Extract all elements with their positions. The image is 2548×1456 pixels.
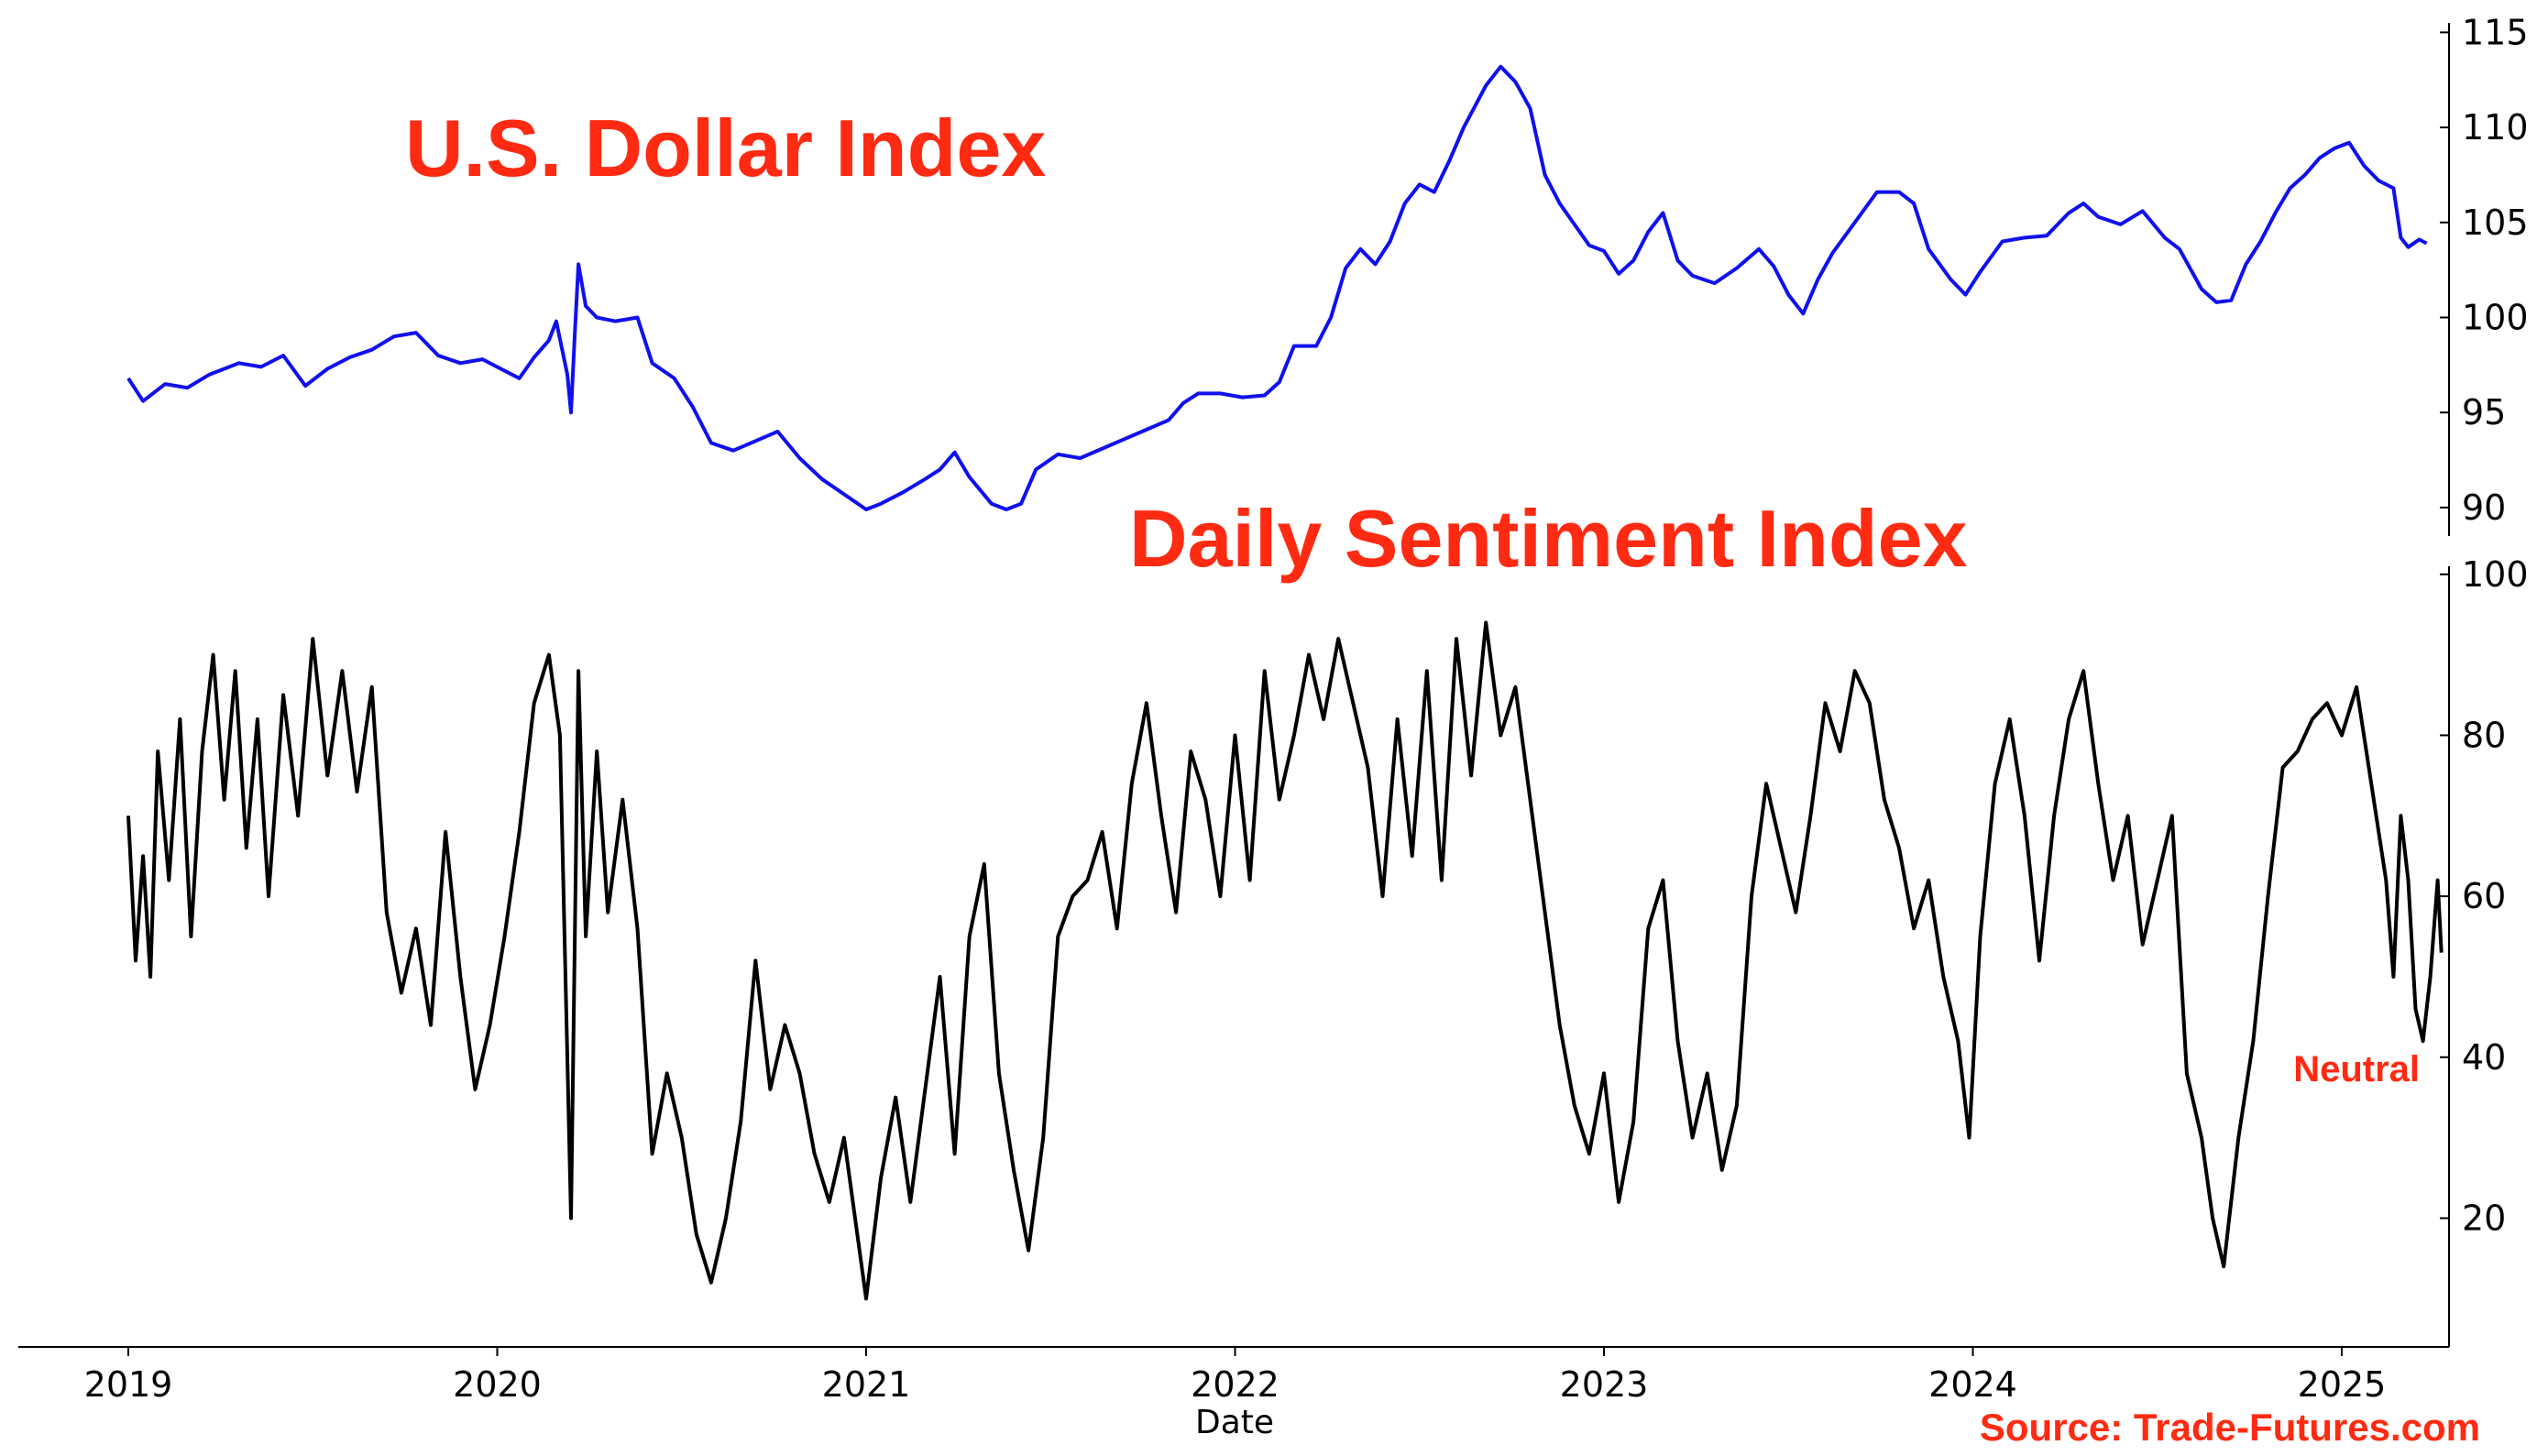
sentiment-index-y-tick-label: 20 [2462, 1198, 2506, 1238]
x-axis-label: Date [1195, 1404, 1274, 1441]
date-x-tick-label: 2023 [1560, 1364, 1649, 1405]
dollar-index-y-tick-label: 95 [2462, 392, 2506, 432]
sentiment-index-y-tick-label: 60 [2462, 876, 2506, 916]
date-x-tick-label: 2021 [822, 1364, 911, 1405]
dollar-index-y-tick-label: 105 [2462, 203, 2529, 243]
source-credit: Source: Trade-Futures.com [1980, 1406, 2480, 1449]
date-x-tick-label: 2024 [1928, 1364, 2017, 1405]
dollar-index-y-ticks: 90 95 100 105 110 115 [2440, 12, 2529, 528]
sentiment-index-y-tick-label: 100 [2462, 554, 2529, 595]
date-x-ticks: 2019 2020 2021 2022 2023 2024 2025 [84, 1347, 2387, 1405]
dollar-index-title: U.S. Dollar Index [405, 103, 1046, 193]
dollar-index-y-tick-label: 110 [2462, 107, 2529, 148]
dollar-index-y-tick-label: 115 [2462, 12, 2529, 52]
dollar-index-y-tick-label: 100 [2462, 297, 2529, 337]
dollar-index-panel: 90 95 100 105 110 115 U.S. Dollar Index [126, 12, 2529, 536]
sentiment-index-title: Daily Sentiment Index [1129, 493, 1968, 584]
dollar-index-series-line [126, 64, 2428, 511]
date-x-tick-label: 2025 [2298, 1364, 2387, 1405]
sentiment-index-y-tick-label: 80 [2462, 715, 2506, 755]
dollar-index-y-tick-label: 90 [2462, 487, 2506, 528]
sentiment-index-panel: 20 40 60 80 100 2019 2020 2021 2022 2023 2024 2025… [18, 493, 2529, 1441]
date-x-tick-label: 2020 [453, 1364, 542, 1405]
neutral-label: Neutral [2293, 1049, 2420, 1089]
sentiment-index-y-ticks: 20 40 60 80 100 [2440, 554, 2529, 1238]
date-x-tick-label: 2022 [1191, 1364, 1279, 1405]
date-x-tick-label: 2019 [84, 1364, 173, 1405]
sentiment-index-y-tick-label: 40 [2462, 1037, 2506, 1078]
sentiment-index-series-line [126, 620, 2444, 1301]
